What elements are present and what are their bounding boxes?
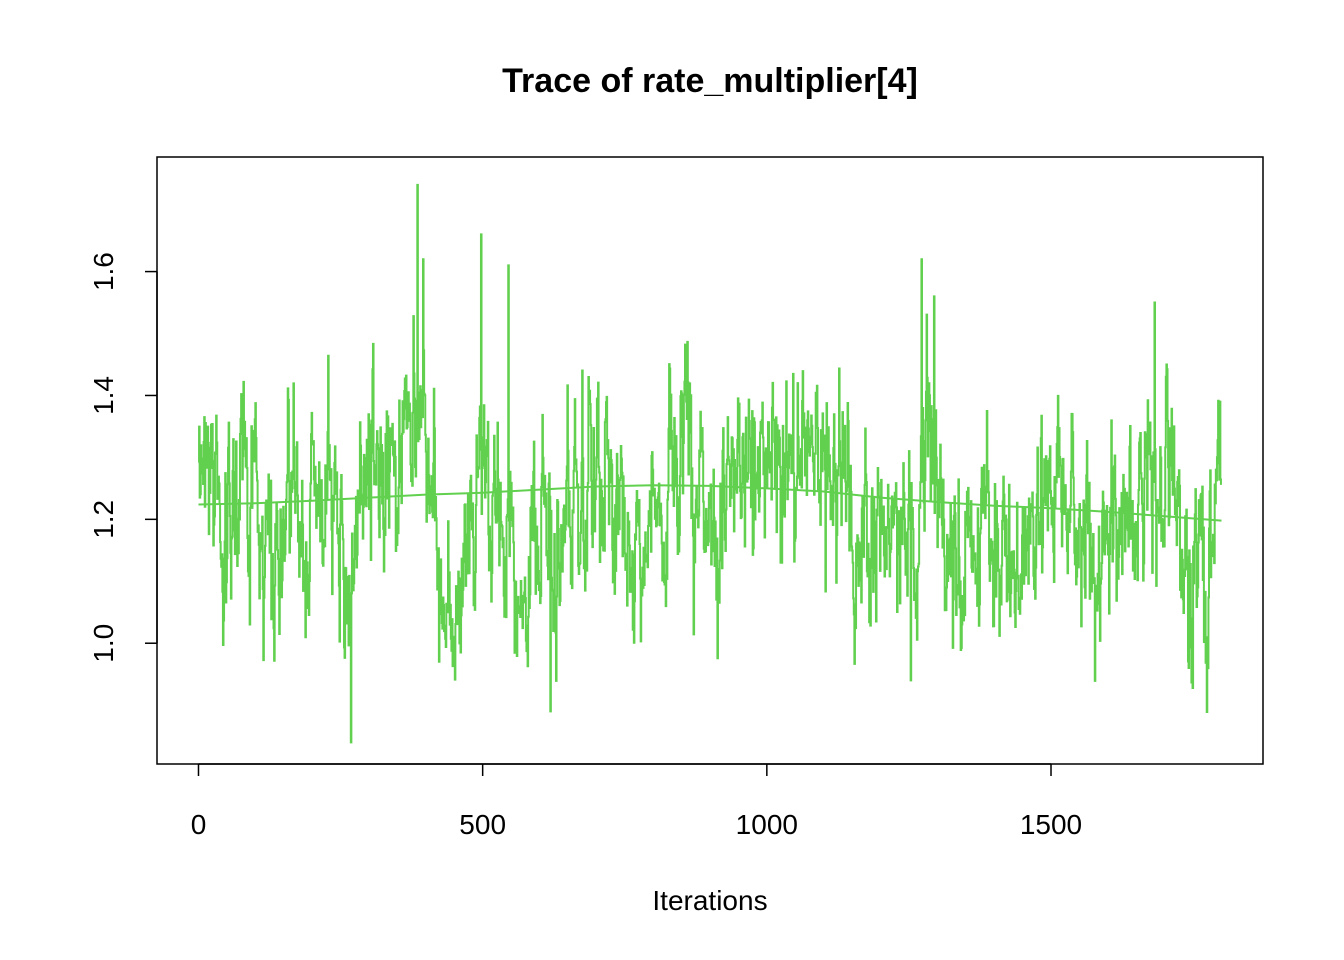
trace-series-line — [198, 183, 1222, 744]
x-tick-label: 500 — [459, 809, 506, 840]
y-tick-label: 1.4 — [88, 376, 119, 415]
chart-title: Trace of rate_multiplier[4] — [502, 62, 918, 100]
x-axis: 0 500 1000 1500 — [191, 763, 1082, 840]
y-tick-label: 1.6 — [88, 252, 119, 291]
x-tick-label: 1000 — [736, 809, 798, 840]
x-tick-label: 1500 — [1020, 809, 1082, 840]
x-tick-label: 0 — [191, 809, 207, 840]
plot-frame — [156, 156, 1264, 765]
x-axis-label: Iterations — [652, 885, 767, 916]
y-tick-label: 1.0 — [88, 624, 119, 663]
smoothed-mean-line — [198, 484, 1222, 522]
y-axis: 1.0 1.2 1.4 1.6 — [88, 252, 158, 663]
y-tick-label: 1.2 — [88, 500, 119, 539]
